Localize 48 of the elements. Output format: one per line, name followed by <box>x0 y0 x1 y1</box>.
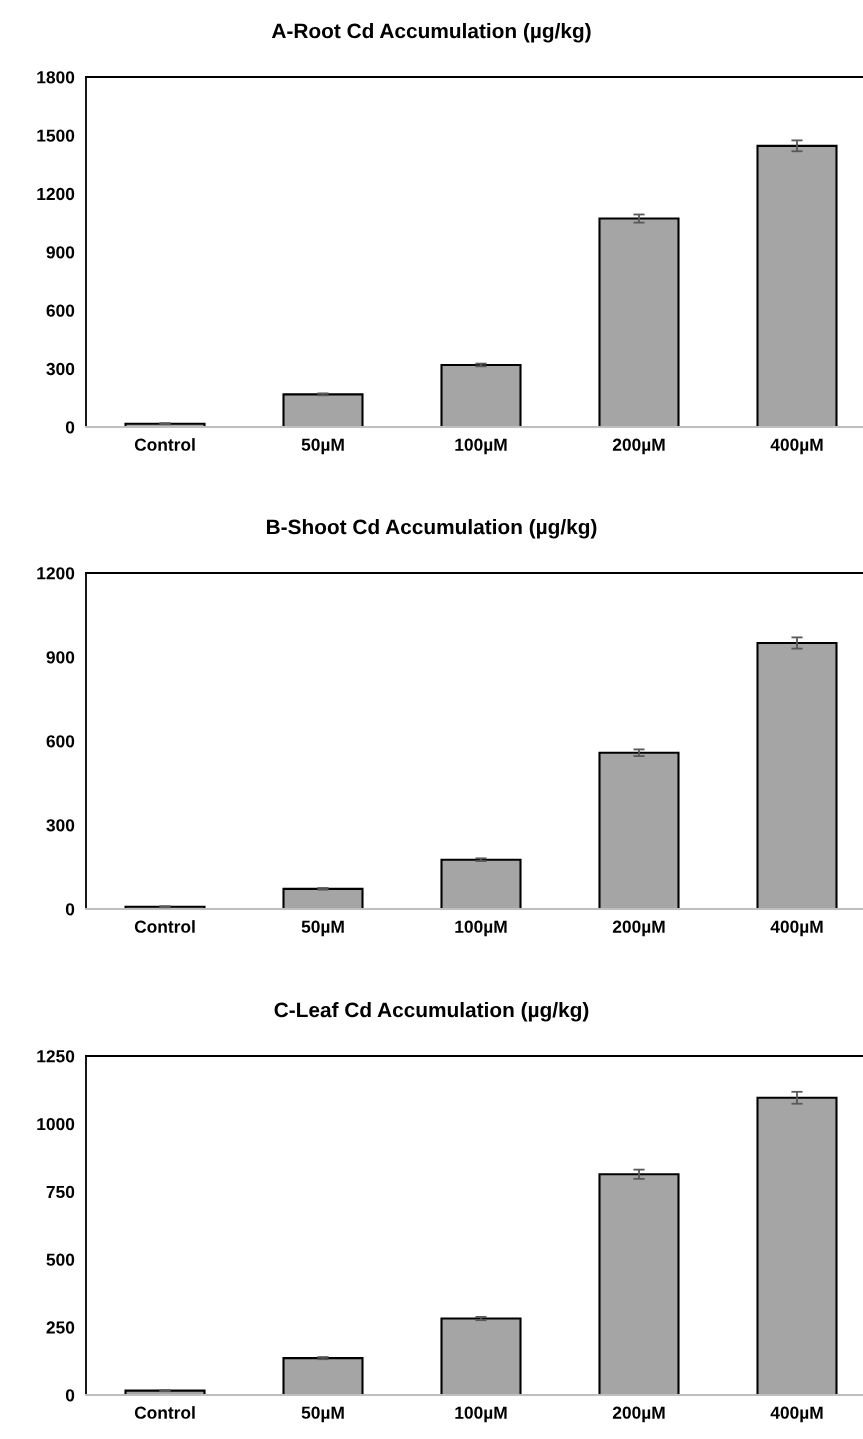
bar <box>440 858 522 909</box>
x-tick-label: 400µM <box>770 1406 823 1423</box>
x-tick-label: 100µM <box>455 920 507 937</box>
y-tick-label: 900 <box>46 651 75 664</box>
y-tick-label: 900 <box>46 246 75 259</box>
y-tick-label: 250 <box>46 1321 75 1334</box>
y-tick-label: 1800 <box>37 71 75 84</box>
x-tick-label: 100µM <box>455 1406 507 1423</box>
bar <box>756 144 838 427</box>
chart-title: C-Leaf Cd Accumulation (µg/kg) <box>274 1002 589 1022</box>
bar <box>598 751 680 909</box>
x-tick-label: 100µM <box>455 438 507 455</box>
bar <box>598 217 680 427</box>
chart-title: B-Shoot Cd Accumulation (µg/kg) <box>267 519 597 539</box>
x-tick-label: Control <box>134 920 195 933</box>
bar <box>282 887 364 909</box>
y-tick-label: 500 <box>46 1253 75 1266</box>
x-tick-label: 400µM <box>770 438 823 455</box>
bar <box>756 641 838 909</box>
x-tick-label: 50µM <box>301 920 344 937</box>
y-tick-label: 1200 <box>37 187 75 201</box>
y-tick-label: 0 <box>65 421 75 434</box>
x-tick-label: 50µM <box>301 438 344 455</box>
x-tick-label: 200µM <box>612 920 665 937</box>
bar <box>598 1173 680 1395</box>
x-tick-label: 200µM <box>612 438 665 455</box>
y-tick-label: 0 <box>65 1389 75 1402</box>
y-tick-label: 300 <box>46 362 75 376</box>
y-tick-label: 750 <box>46 1185 75 1199</box>
x-tick-label: 200µM <box>612 1406 665 1423</box>
y-tick-label: 1250 <box>37 1050 75 1063</box>
y-tick-label: 300 <box>46 819 75 832</box>
x-tick-label: Control <box>134 438 195 451</box>
x-tick-label: 400µM <box>770 920 823 937</box>
bar <box>440 1317 522 1395</box>
y-tick-label: 600 <box>46 735 75 748</box>
y-tick-label: 1500 <box>37 129 75 142</box>
x-tick-label: 50µM <box>301 1406 344 1423</box>
bar <box>440 363 522 427</box>
bar <box>282 393 364 427</box>
chart-title: A-Root Cd Accumulation (µg/kg) <box>271 23 591 43</box>
y-tick-label: 0 <box>65 903 75 916</box>
bar <box>756 1096 838 1395</box>
bar <box>282 1357 364 1395</box>
y-tick-label: 1200 <box>37 567 75 580</box>
y-tick-label: 1000 <box>37 1117 75 1131</box>
x-tick-label: Control <box>134 1406 195 1419</box>
y-tick-label: 600 <box>46 304 75 317</box>
